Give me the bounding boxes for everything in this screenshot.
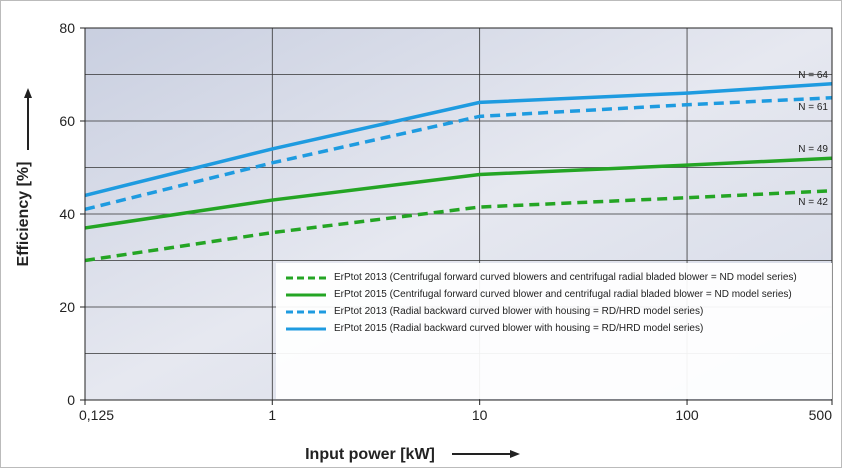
end-label: N = 61 <box>798 102 828 113</box>
legend-item: ErPtot 2013 (Centrifugal forward curved … <box>284 272 824 284</box>
y-tick-label: 60 <box>59 113 75 129</box>
legend: ErPtot 2013 (Centrifugal forward curved … <box>276 263 832 399</box>
y-axis-label: Efficiency [%] <box>15 162 32 267</box>
end-label: N = 42 <box>798 197 828 208</box>
x-tick-label: 500 <box>809 407 833 423</box>
y-tick-label: 80 <box>59 20 75 36</box>
end-label: N = 49 <box>798 144 828 155</box>
y-tick-label: 40 <box>59 206 75 222</box>
x-tick-label: 10 <box>472 407 488 423</box>
x-tick-label: 1 <box>268 407 276 423</box>
legend-item: ErPtot 2015 (Radial backward curved blow… <box>284 323 824 335</box>
legend-item: ErPtot 2015 (Centrifugal forward curved … <box>284 289 824 301</box>
legend-label: ErPtot 2015 (Centrifugal forward curved … <box>334 289 804 301</box>
legend-label: ErPtot 2015 (Radial backward curved blow… <box>334 323 804 335</box>
page: Efficiency [%] Input power [kW] 0 20 40 60 8… <box>0 0 842 468</box>
legend-swatch <box>284 307 328 317</box>
y-tick-label: 0 <box>67 392 75 408</box>
x-tick-label: 100 <box>675 407 699 423</box>
legend-item: ErPtot 2013 (Radial backward curved blow… <box>284 306 824 318</box>
x-tick-label: 0,125 <box>79 407 114 423</box>
legend-swatch <box>284 290 328 300</box>
y-tick-label: 20 <box>59 299 75 315</box>
legend-label: ErPtot 2013 (Radial backward curved blow… <box>334 306 804 318</box>
x-axis-label: Input power [kW] <box>305 446 435 463</box>
legend-swatch <box>284 273 328 283</box>
legend-label: ErPtot 2013 (Centrifugal forward curved … <box>334 272 804 284</box>
legend-swatch <box>284 324 328 334</box>
end-label: N = 64 <box>798 70 828 81</box>
